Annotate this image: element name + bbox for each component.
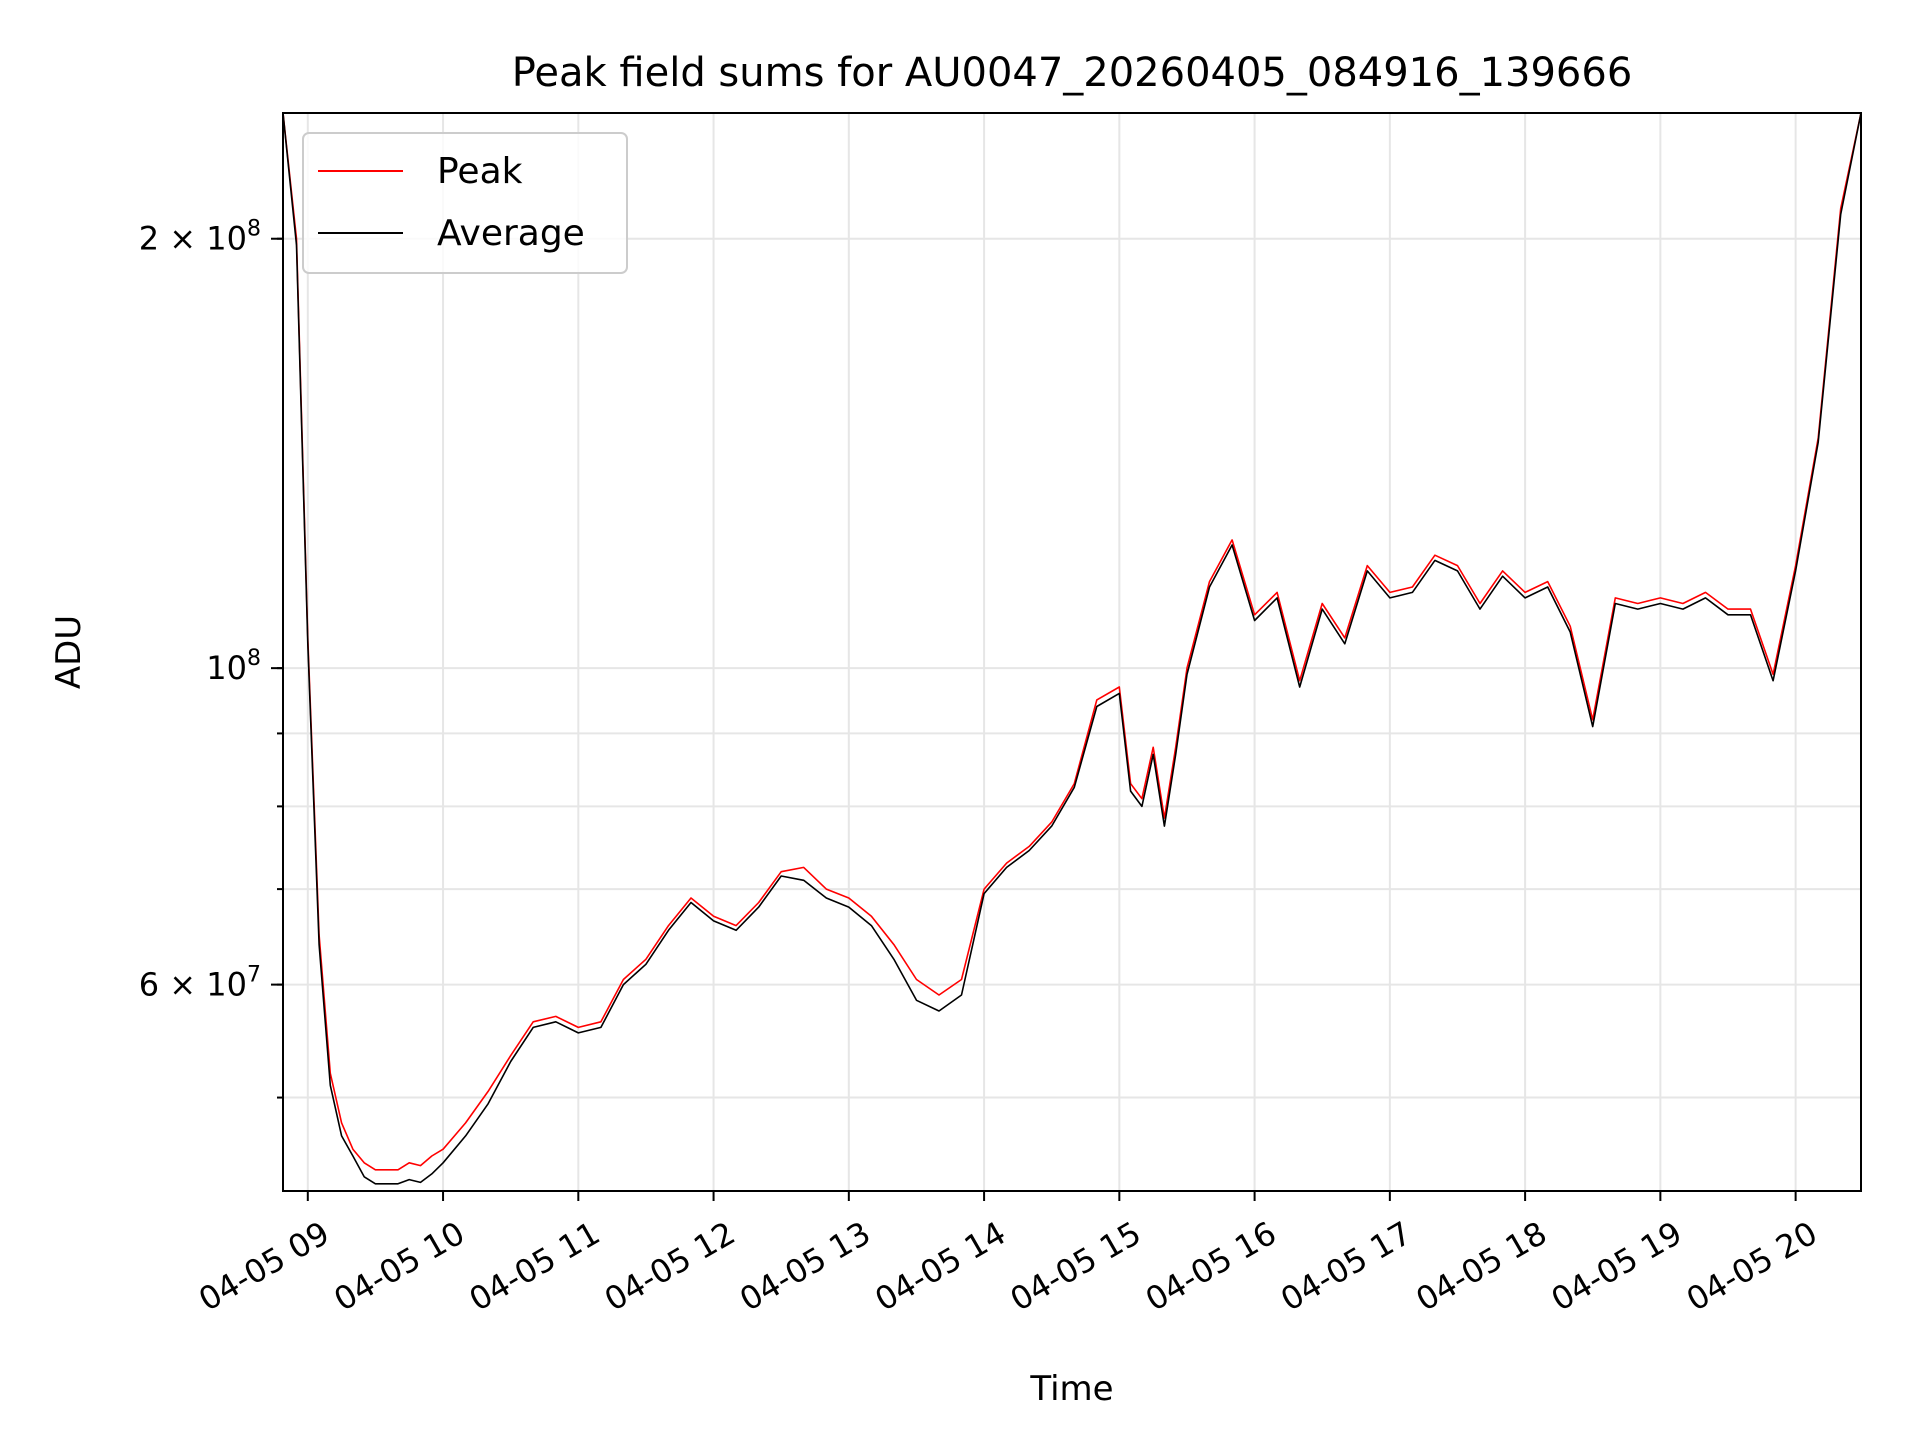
series-layer [282,112,1862,1185]
y-tick-label: 6 × 107 [139,963,261,1004]
series-line-average [282,112,1862,1185]
grid-lines [283,113,1861,1191]
legend: Peak Average [302,132,628,274]
x-axis-label: Time [1029,1369,1113,1409]
legend-label-average: Average [437,213,585,254]
chart-title: Peak field sums for AU0047_20260405_0849… [512,50,1633,96]
legend-box [302,132,628,274]
y-tick-label: 108 [206,646,261,687]
y-axis: 6 × 107 108 2 × 108 [139,217,283,1099]
legend-label-peak: Peak [437,151,523,192]
series-line-peak [282,112,1862,1171]
y-axis-label: ADU [49,615,89,689]
plot-frame [282,112,1862,1192]
y-tick-label: 2 × 108 [139,217,261,258]
